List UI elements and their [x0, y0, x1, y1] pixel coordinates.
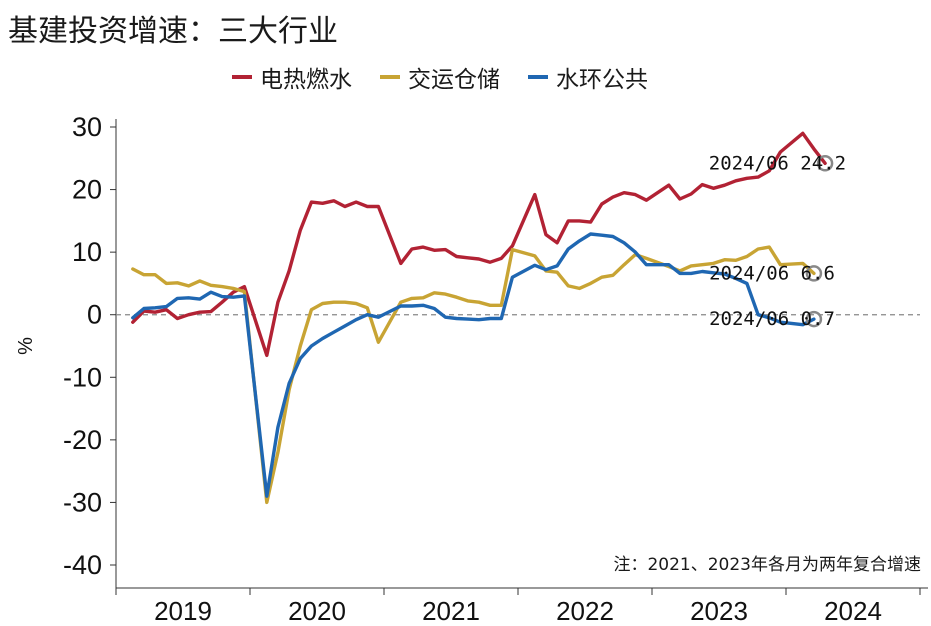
legend-item-water: 水环公共 — [528, 60, 648, 94]
end-marker-1 — [805, 265, 823, 282]
legend-label-power: 电热燃水 — [260, 67, 352, 93]
axes: 30 20 10 0 -10 -20 -30 -40% 2019 2020 2021 2022 2023… — [15, 112, 928, 626]
x-tick-label: 2022 — [556, 596, 614, 626]
legend-swatch-water — [528, 75, 548, 79]
y-tick-label: -20 — [63, 425, 102, 455]
end-marker-0 — [816, 155, 834, 172]
legend: 电热燃水 交运仓储 水环公共 — [232, 60, 648, 94]
y-tick-label: 30 — [72, 112, 102, 142]
legend-label-water: 水环公共 — [556, 67, 648, 93]
legend-item-power: 电热燃水 — [232, 60, 352, 94]
end-label-0: 2024/06 24.2 — [709, 152, 846, 174]
y-tick-label: 20 — [72, 175, 102, 205]
y-tick-label: -30 — [63, 487, 102, 517]
series-line-2 — [131, 232, 816, 498]
y-tick-label: 10 — [72, 237, 102, 267]
legend-swatch-transport — [380, 75, 400, 79]
end-label-1: 2024/06 6.6 — [709, 262, 835, 284]
series-line-1 — [131, 245, 816, 505]
x-tick-label: 2024 — [824, 596, 882, 626]
y-tick-label: -10 — [63, 362, 102, 392]
x-tick-label: 2019 — [154, 596, 212, 626]
end-markers: 2024/06 24.2 2024/06 6.6 2024/06 0.7 — [709, 152, 846, 330]
end-marker-2 — [805, 310, 823, 328]
series-lines — [131, 131, 827, 505]
y-tick-label: -40 — [63, 550, 102, 580]
legend-label-transport: 交运仓储 — [408, 67, 500, 93]
x-tick-label: 2020 — [288, 596, 346, 626]
chart-title: 基建投资增速：三大行业 — [8, 14, 338, 49]
legend-swatch-power — [232, 75, 252, 79]
x-tick-label: 2023 — [690, 596, 748, 626]
legend-item-transport: 交运仓储 — [380, 60, 500, 94]
end-label-2: 2024/06 0.7 — [709, 308, 835, 330]
x-tick-label: 2021 — [422, 596, 480, 626]
chart-note: 注：2021、2023年各月为两年复合增速 — [613, 555, 921, 575]
y-axis-label: % — [15, 337, 37, 355]
y-tick-label: 0 — [87, 300, 102, 330]
